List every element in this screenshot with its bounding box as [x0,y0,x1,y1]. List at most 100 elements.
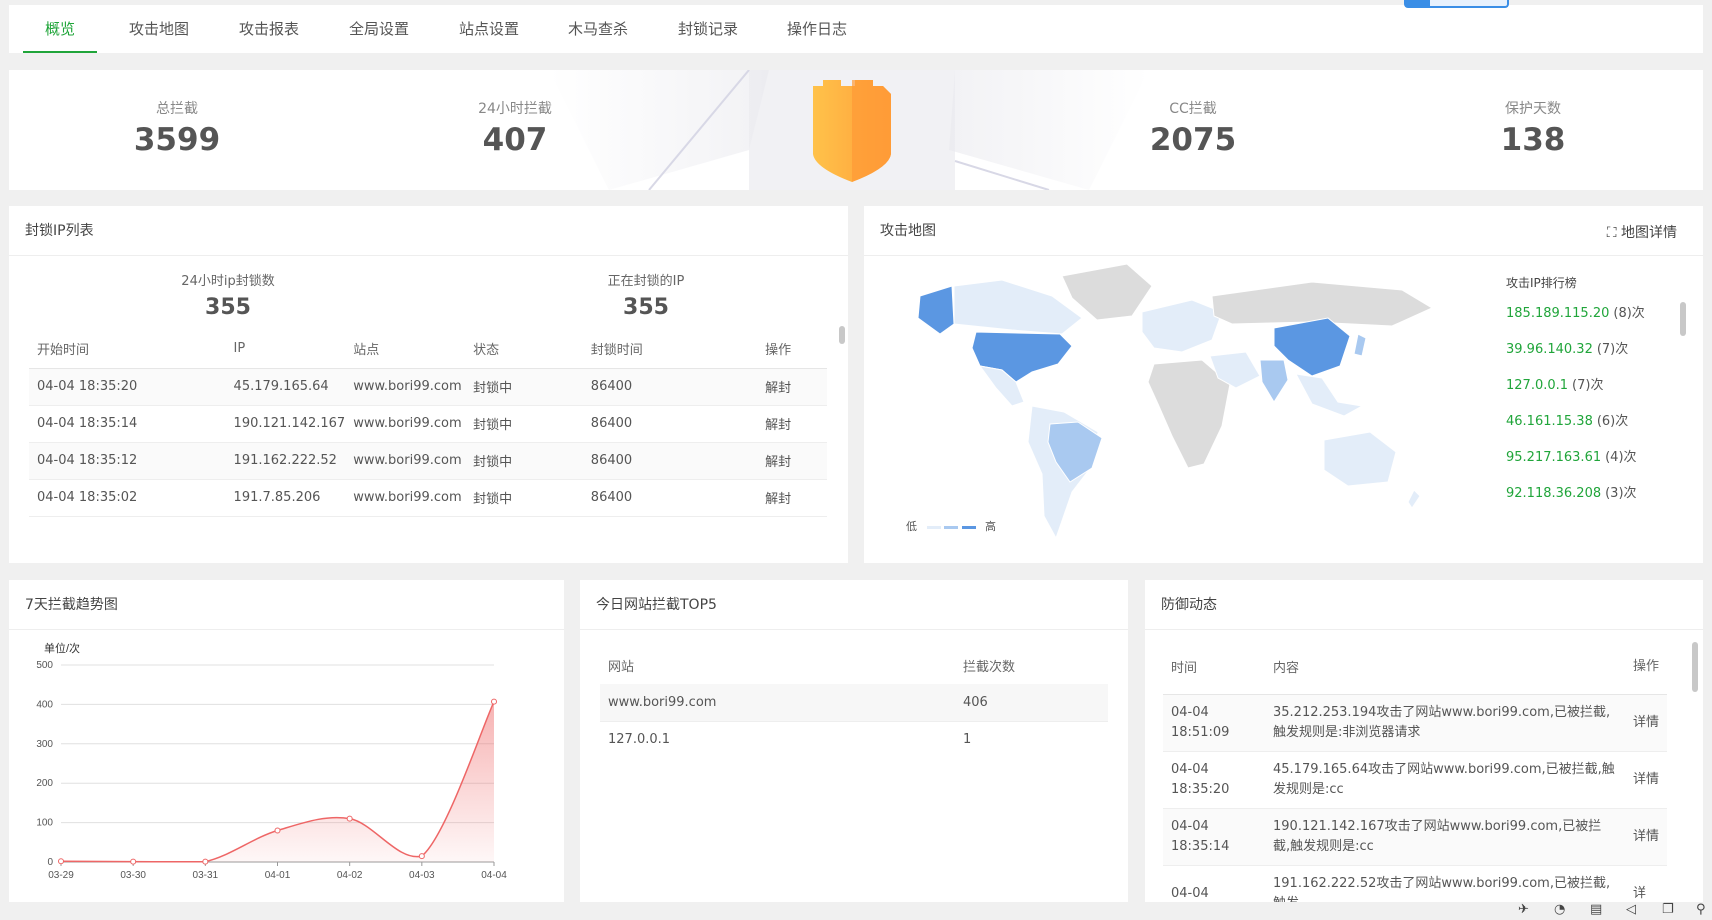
cell-time: 04-04 18:35:14 [1163,808,1265,866]
rank-count: (4)次 [1605,450,1637,465]
tab-operation-log[interactable]: 操作日志 [786,20,847,38]
count-label: 正在封锁的IP [607,274,685,289]
map-new-zealand [1407,489,1421,509]
time-clock: 18:51:09 [1171,724,1230,740]
unblock-link[interactable]: 解封 [757,368,827,406]
tab-attack-report[interactable]: 攻击报表 [238,20,299,38]
stats-decoration [549,70,1149,190]
window-icon[interactable]: ❐ [1662,902,1674,917]
list-item: 92.118.36.208 (3)次 [1506,482,1666,502]
col-duration: 封锁时间 [582,330,758,369]
defense-table: 时间 内容 操作 04-04 18:51:09 35.212.253.194攻击了… [1163,640,1667,902]
y-axis-unit: 单位/次 [44,641,80,655]
col-site: 网站 [608,659,635,675]
tab-overview[interactable]: 概览 [23,5,97,53]
cell-time: 04-04 18:35:12 [29,442,226,480]
detail-link[interactable]: 详情 [1625,808,1667,866]
tab-trojan-scan[interactable]: 木马查杀 [567,20,628,38]
map-europe [1141,299,1223,353]
search-icon[interactable]: ⚲ [1696,902,1706,917]
volume-icon[interactable]: ◁ [1626,902,1636,917]
data-point[interactable] [418,853,425,860]
rank-count: (7)次 [1572,378,1604,393]
data-point[interactable] [202,858,209,865]
data-point[interactable] [274,827,281,834]
cell-time: 04-04 18:35:14 [29,405,226,443]
tab-global-settings[interactable]: 全局设置 [348,20,409,38]
map-canada [953,279,1083,335]
time-date: 04-04 [1171,704,1209,720]
time-clock: 18:35:14 [1171,838,1230,854]
col-action: 操作 [1625,640,1667,695]
rank-ip: 185.189.115.20 [1506,306,1610,321]
tab-block-records[interactable]: 封锁记录 [677,20,738,38]
legend-high: 高 [985,520,996,533]
cell-time: 04-04 [1163,865,1265,902]
rocket-icon[interactable]: ✈ [1518,902,1529,917]
unblock-link[interactable]: 解封 [757,405,827,443]
col-status: 状态 [465,330,583,369]
defense-scrollbar[interactable] [1692,642,1698,692]
detail-link[interactable]: 详 [1625,865,1667,902]
unblock-link[interactable]: 解封 [757,479,827,517]
top-widget[interactable] [1404,0,1509,8]
map-india [1259,359,1289,403]
table-row: 04-04 18:35:14 190.121.142.167 www.bori9… [29,405,827,443]
table-scrollbar[interactable] [839,326,845,344]
panel-title: 封锁IP列表 [9,206,848,256]
unblock-link[interactable]: 解封 [757,442,827,480]
panel-title: 今日网站拦截TOP5 [580,580,1128,630]
bottom-toolbar: ✈ ◔ ▤ ◁ ❐ ⚲ [1492,902,1712,920]
data-point[interactable] [58,858,64,865]
rank-count: (6)次 [1596,414,1629,429]
fullscreen-icon: ⛶ [1606,225,1617,241]
cell-duration: 86400 [582,368,758,406]
status-badge: 封锁中 [465,368,583,406]
stat-label: CC拦截 [1169,101,1217,117]
map-legend: 低 高 [906,518,996,534]
list-item: 46.161.15.38 (6)次 [1506,410,1666,446]
speed-icon[interactable]: ◔ [1554,902,1566,917]
map-china [1273,317,1351,377]
ip-current-count: 正在封锁的IP 355 [546,270,746,320]
panel-title: 攻击地图 [864,206,1703,256]
stat-label: 保护天数 [1505,101,1561,117]
col-ip: IP [225,330,346,369]
tab-attack-map[interactable]: 攻击地图 [128,20,189,38]
count-value: 355 [623,295,669,320]
count-label: 24小时ip封锁数 [181,274,275,289]
rank-ip: 92.118.36.208 [1506,486,1602,501]
y-tick-label: 400 [36,699,53,710]
map-greenland [1061,263,1153,321]
y-tick-label: 100 [36,818,53,829]
cell-duration: 86400 [582,442,758,480]
x-tick-label: 03-30 [120,870,146,881]
table-row: 127.0.0.1 1 [600,721,1108,758]
trash-icon[interactable]: ▤ [1590,902,1603,917]
map-japan [1353,333,1367,357]
map-mexico [978,365,1025,407]
stat-value: 407 [482,122,548,158]
data-point[interactable] [491,698,497,705]
cell-content: 190.121.142.167攻击了网站www.bori99.com,已被拦截,… [1265,808,1625,866]
map-se-asia [1295,373,1364,417]
detail-link[interactable]: 详情 [1625,751,1667,809]
col-action: 操作 [757,330,827,369]
data-point[interactable] [130,858,137,865]
count-value: 355 [205,295,251,320]
cell-duration: 86400 [582,405,758,443]
data-point[interactable] [346,815,353,822]
rank-scrollbar[interactable] [1680,302,1686,336]
y-tick-label: 200 [36,778,53,789]
cell-time: 04-04 18:35:02 [29,479,226,517]
cell-ip: 191.7.85.206 [225,479,346,517]
map-detail-label: 地图详情 [1621,225,1677,241]
tab-site-settings[interactable]: 站点设置 [458,20,519,38]
cell-time: 04-04 18:35:20 [29,368,226,406]
cell-content: 35.212.253.194攻击了网站www.bori99.com,已被拦截,触… [1265,694,1625,752]
stat-value: 3599 [133,122,221,158]
table-row: 04-04 18:35:20 45.179.165.64 www.bori99.… [29,368,827,406]
rank-list: 185.189.115.20 (8)次 39.96.140.32 (7)次 127.… [1506,302,1666,502]
detail-link[interactable]: 详情 [1625,694,1667,752]
map-detail-button[interactable]: ⛶ 地图详情 [1607,222,1677,242]
